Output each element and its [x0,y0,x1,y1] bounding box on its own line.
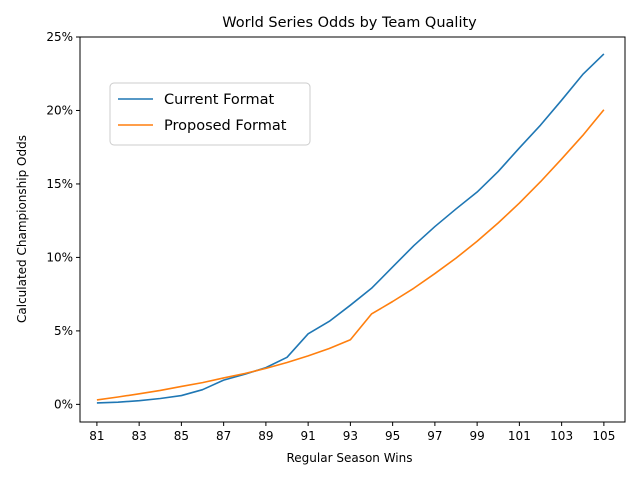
y-tick-label: 0% [54,397,73,411]
y-axis: 0% 5% 10% 15% 20% 25% [46,30,80,411]
x-tick-label: 91 [300,429,315,443]
x-tick-label: 85 [174,429,189,443]
legend: Current Format Proposed Format [110,83,310,145]
series-line-proposed-format [97,110,604,400]
legend-label: Current Format [164,92,274,108]
y-tick-label: 20% [46,103,73,117]
x-axis: 81 83 85 87 89 91 93 95 97 99 101 103 105 [89,422,615,443]
x-tick-label: 81 [89,429,104,443]
legend-label: Proposed Format [164,118,287,134]
x-tick-label: 93 [343,429,358,443]
y-tick-label: 25% [46,30,73,44]
x-tick-label: 99 [469,429,484,443]
x-tick-label: 105 [592,429,615,443]
y-tick-label: 10% [46,250,73,264]
x-axis-label: Regular Season Wins [287,451,413,465]
x-tick-label: 97 [427,429,442,443]
y-tick-label: 15% [46,177,73,191]
chart-title: World Series Odds by Team Quality [222,15,477,31]
x-tick-label: 87 [216,429,231,443]
x-tick-label: 101 [508,429,531,443]
x-tick-label: 103 [550,429,573,443]
x-tick-label: 83 [132,429,147,443]
x-tick-label: 89 [258,429,273,443]
y-axis-label: Calculated Championship Odds [15,135,29,323]
x-tick-label: 95 [385,429,400,443]
y-tick-label: 5% [54,324,73,338]
